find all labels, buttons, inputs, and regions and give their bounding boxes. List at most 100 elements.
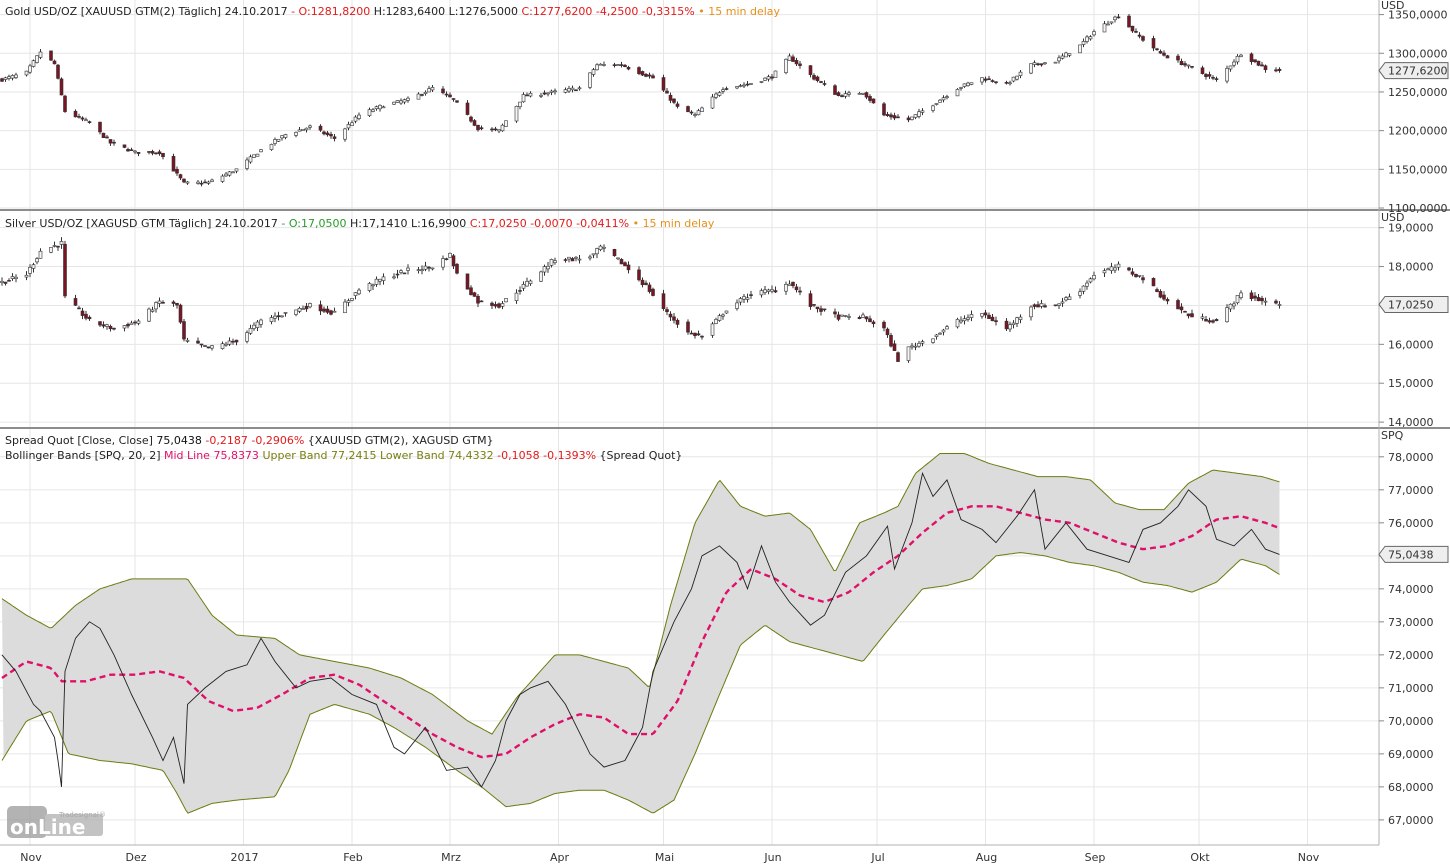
candle-body bbox=[448, 252, 452, 258]
candle-body bbox=[742, 84, 746, 87]
candle-body bbox=[938, 332, 942, 335]
candle-body bbox=[1207, 74, 1212, 77]
candle-body bbox=[773, 290, 778, 293]
candle-body bbox=[1060, 301, 1065, 304]
candle-body bbox=[7, 280, 11, 282]
silver-legend: Silver USD/OZ [XAGUSD GTM Täglich] 24.10… bbox=[5, 217, 715, 230]
candle-body bbox=[672, 98, 676, 103]
candle-body bbox=[1039, 63, 1044, 66]
candle-body bbox=[1018, 71, 1023, 76]
candle-body bbox=[941, 97, 946, 101]
candle-body bbox=[892, 343, 897, 351]
candle-body bbox=[427, 88, 431, 93]
last-value-label: 17,0250 bbox=[1388, 298, 1434, 311]
candle-body bbox=[665, 90, 669, 94]
candle-body bbox=[553, 90, 557, 93]
candle-body bbox=[322, 131, 326, 135]
gold-legend: Gold USD/OZ [XAUUSD GTM(2) Täglich] 24.1… bbox=[5, 5, 781, 18]
candle-body bbox=[101, 132, 106, 139]
candle-body bbox=[1092, 275, 1096, 280]
candle-body bbox=[602, 64, 606, 66]
candle-body bbox=[77, 116, 81, 118]
candle-body bbox=[791, 56, 795, 62]
candle-body bbox=[1190, 313, 1194, 318]
candle-body bbox=[570, 87, 575, 91]
candle-body bbox=[1078, 291, 1082, 296]
candle-body bbox=[444, 258, 449, 260]
y-tick-label: 69,0000 bbox=[1388, 748, 1434, 761]
candle-body bbox=[994, 320, 998, 323]
last-value-label: 75,0438 bbox=[1388, 548, 1434, 561]
candle-body bbox=[1085, 36, 1089, 42]
candle-body bbox=[63, 95, 67, 112]
candle-body bbox=[346, 124, 351, 129]
candle-body bbox=[889, 335, 893, 347]
y-tick-label: 74,0000 bbox=[1388, 583, 1434, 596]
candle-body bbox=[966, 317, 970, 320]
candle-body bbox=[1204, 74, 1208, 77]
candle-body bbox=[206, 346, 211, 349]
candle-body bbox=[427, 266, 431, 269]
candle-body bbox=[668, 313, 673, 318]
candle-body bbox=[493, 128, 498, 131]
candle-body bbox=[742, 296, 746, 300]
candle-body bbox=[661, 77, 666, 91]
candle-body bbox=[220, 175, 225, 182]
candle-body bbox=[864, 92, 869, 98]
candle-body bbox=[822, 83, 827, 85]
bollinger-legend-name: Bollinger Bands [SPQ, 20, 2] bbox=[5, 449, 161, 462]
candle-body bbox=[651, 75, 655, 79]
candle-body bbox=[1134, 273, 1138, 278]
candle-body bbox=[350, 298, 354, 301]
candle-body bbox=[304, 305, 309, 310]
candle-body bbox=[31, 60, 36, 67]
candle-body bbox=[1029, 306, 1033, 318]
candle-body bbox=[1151, 277, 1156, 287]
candle-body bbox=[738, 298, 743, 303]
candle-body bbox=[798, 63, 802, 66]
candle-body bbox=[1137, 275, 1142, 277]
candle-body bbox=[882, 103, 886, 116]
candle-body bbox=[1113, 267, 1117, 271]
bollinger-legend-lower: Lower Band 74,4332 bbox=[380, 449, 494, 462]
candle-body bbox=[108, 139, 113, 144]
candle-body bbox=[966, 82, 970, 86]
candle-body bbox=[724, 88, 729, 90]
candle-body bbox=[983, 78, 988, 81]
candle-body bbox=[301, 308, 305, 310]
candle-body bbox=[234, 168, 239, 172]
x-tick-label: Jul bbox=[870, 851, 884, 864]
candle-body bbox=[791, 281, 795, 287]
candle-body bbox=[108, 326, 113, 330]
candle-body bbox=[577, 258, 582, 261]
bollinger-legend-upper: Upper Band 77,2415 bbox=[262, 449, 376, 462]
candle-body bbox=[504, 120, 508, 127]
candle-body bbox=[1186, 64, 1191, 67]
candle-body bbox=[745, 83, 750, 86]
candle-body bbox=[276, 315, 281, 318]
candle-body bbox=[798, 290, 802, 293]
candle-body bbox=[322, 308, 326, 312]
candle-body bbox=[80, 117, 85, 120]
candle-body bbox=[392, 276, 396, 279]
candle-body bbox=[87, 316, 92, 320]
candle-body bbox=[885, 328, 890, 336]
candle-body bbox=[1081, 41, 1086, 45]
candle-body bbox=[1214, 78, 1219, 80]
candle-body bbox=[59, 241, 64, 245]
candle-body bbox=[122, 144, 127, 148]
candle-body bbox=[836, 314, 841, 320]
candle-body bbox=[1228, 65, 1233, 70]
candle-body bbox=[353, 292, 358, 296]
candle-body bbox=[406, 97, 410, 101]
candle-body bbox=[598, 63, 603, 66]
candle-body bbox=[1102, 270, 1107, 274]
candle-body bbox=[367, 109, 372, 116]
candle-body bbox=[885, 114, 890, 116]
candle-body bbox=[1256, 297, 1261, 302]
candle-body bbox=[10, 75, 15, 79]
candle-body bbox=[1235, 55, 1240, 63]
candle-body bbox=[252, 324, 256, 329]
candle-body bbox=[896, 352, 900, 362]
candle-body bbox=[945, 326, 949, 330]
